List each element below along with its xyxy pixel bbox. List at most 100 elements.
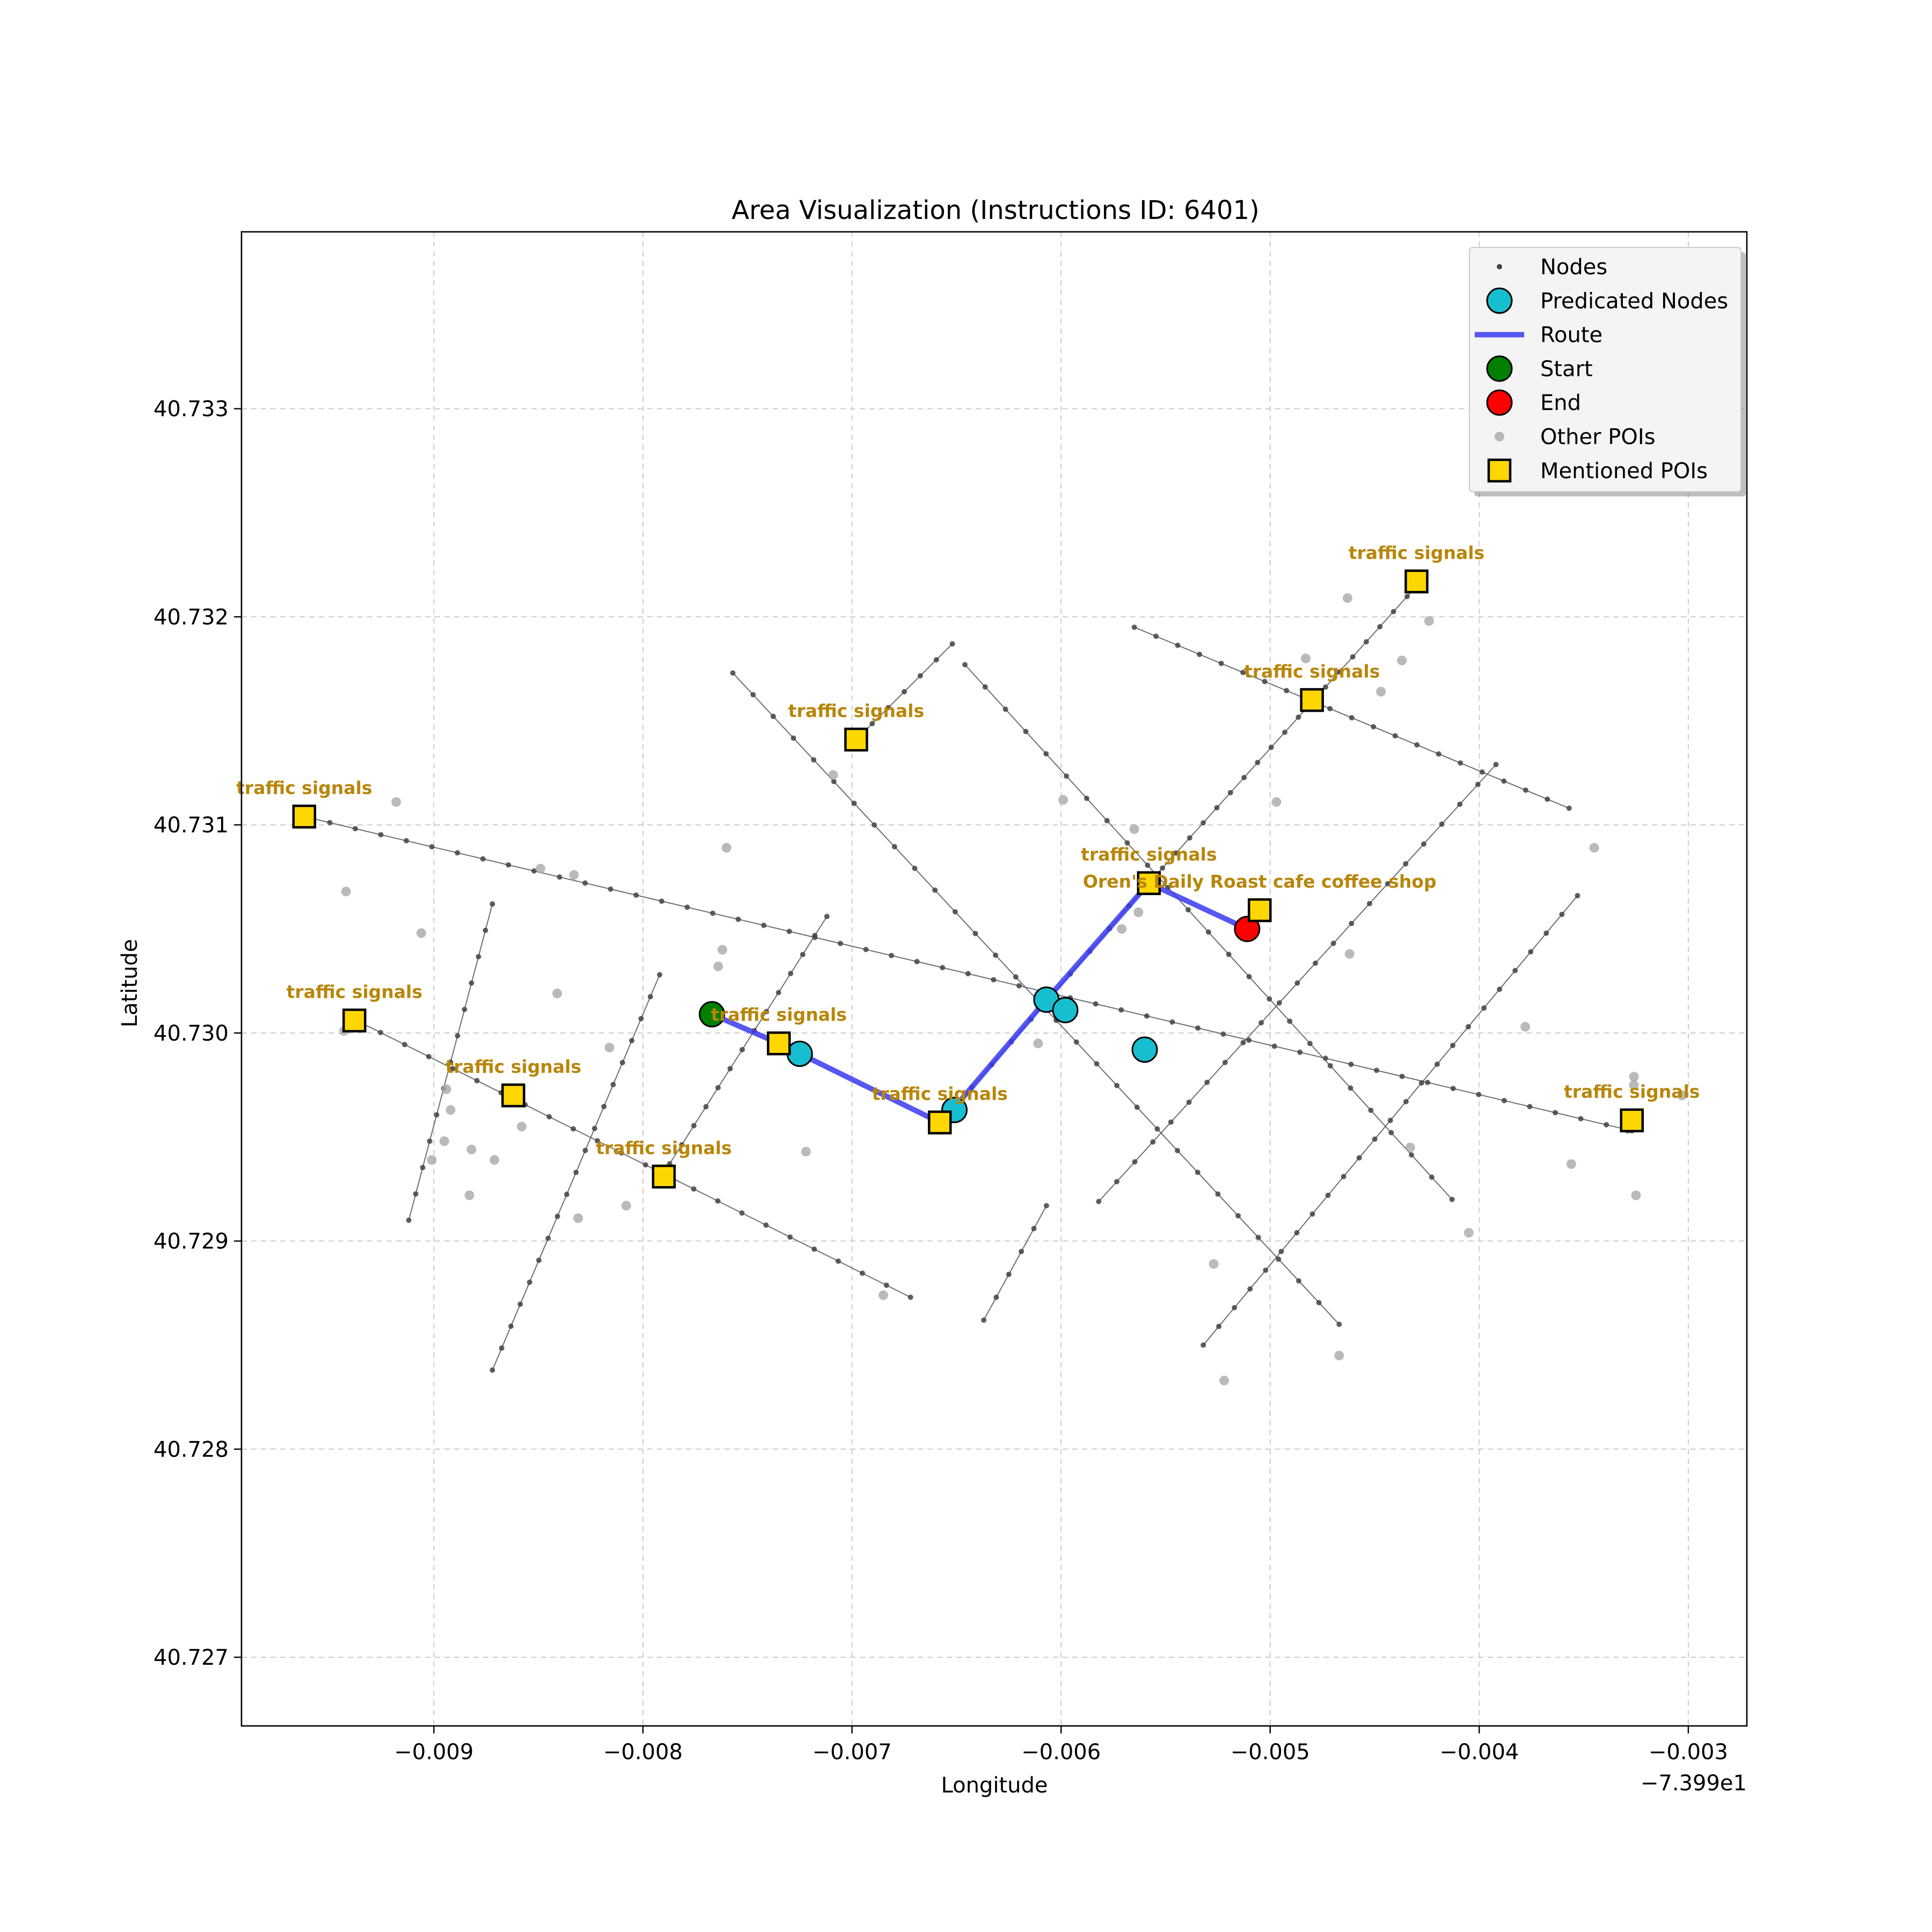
node-point [1296, 714, 1301, 720]
node-point [633, 892, 639, 898]
mentioned-poi-marker [766, 1031, 791, 1056]
node-point [582, 1147, 588, 1153]
node-point [764, 1008, 770, 1014]
node-point [536, 1257, 542, 1263]
node-point [1371, 724, 1377, 730]
node-point [1575, 892, 1580, 898]
node-point [1429, 1174, 1435, 1180]
other-poi-point [718, 945, 728, 955]
node-point [448, 1059, 453, 1065]
node-point [1414, 742, 1420, 748]
end-point [1234, 916, 1261, 942]
legend-circle-marker [1486, 287, 1513, 314]
node-point [1150, 1139, 1156, 1145]
node-point [1476, 1092, 1482, 1097]
node-point [715, 1198, 721, 1204]
node-point [1271, 1043, 1277, 1049]
node-point [883, 1282, 889, 1288]
node-point [647, 994, 653, 1000]
node-point [601, 1103, 607, 1109]
node-point [981, 1317, 987, 1323]
node-point [489, 1367, 495, 1373]
node-point [608, 886, 613, 892]
node-point [462, 1006, 467, 1012]
node-point [1043, 1203, 1049, 1209]
node-point [1205, 929, 1211, 935]
node-point [1543, 930, 1549, 936]
other-poi-point [1334, 1350, 1344, 1360]
node-point [1235, 1213, 1241, 1219]
other-poi-point [536, 863, 546, 874]
x-tick-label: −0.003 [1649, 1740, 1728, 1765]
node-point [1276, 1000, 1282, 1006]
node-point [657, 972, 663, 978]
node-point [1031, 1226, 1037, 1232]
legend: Nodes Predicated Nodes Route Start End Other … [1469, 247, 1746, 496]
node-point [1282, 729, 1288, 735]
node-point [1553, 1110, 1558, 1116]
other-poi-point [1129, 824, 1139, 834]
legend-label: Other POIs [1540, 425, 1656, 450]
node-point [1404, 594, 1410, 599]
node-point [1241, 774, 1247, 780]
node-point [949, 641, 955, 647]
node-point [739, 1210, 745, 1216]
other-poi-point [721, 843, 731, 853]
node-point [1356, 1155, 1362, 1161]
node-point [378, 832, 384, 838]
node-point [775, 990, 781, 996]
node-point [554, 1213, 560, 1219]
legend-box [1469, 247, 1741, 492]
node-point [1349, 715, 1355, 721]
node-point [791, 735, 796, 741]
node-point [1322, 684, 1328, 690]
node-point [1195, 1025, 1201, 1031]
x-tick-label: −0.006 [1021, 1740, 1101, 1765]
node-point [1387, 1117, 1393, 1123]
node-point [1528, 949, 1534, 955]
other-poi-point [552, 989, 562, 999]
node-point [1523, 787, 1528, 793]
other-poi-point [466, 1144, 477, 1154]
other-poi-point [1344, 949, 1355, 959]
legend-other-poi-marker [1495, 431, 1504, 442]
mentioned-poi-label: traffic signals [1244, 661, 1380, 682]
node-point [1296, 1278, 1301, 1284]
node-point [863, 947, 869, 953]
y-tick-label: 40.730 [153, 1021, 229, 1046]
node-point [1604, 1122, 1609, 1128]
node-point [908, 1294, 913, 1300]
node-point [570, 1126, 576, 1132]
node-point [1276, 1256, 1282, 1262]
node-point [1409, 1152, 1415, 1158]
x-tick-label: −0.007 [813, 1740, 892, 1765]
node-point [684, 904, 690, 910]
node-point [1545, 796, 1550, 802]
other-poi-point [489, 1155, 500, 1165]
node-point [691, 1123, 697, 1129]
node-point [811, 757, 817, 763]
mentioned-poi-marker [927, 1110, 952, 1135]
node-point [1458, 760, 1463, 766]
node-point [710, 910, 716, 916]
y-axis: 40.727 40.728 40.729 40.730 40.731 40.732 40.7… [153, 397, 241, 1670]
other-poi-point [1589, 843, 1599, 853]
node-point [434, 1112, 440, 1118]
node-point [889, 953, 895, 958]
node-point [1559, 911, 1565, 917]
node-point [1372, 1136, 1378, 1142]
node-point [761, 923, 767, 928]
node-point [1316, 1300, 1322, 1306]
node-point [1481, 1005, 1487, 1011]
node-point [619, 1059, 625, 1065]
node-point [730, 670, 736, 676]
node-point [1403, 1099, 1409, 1104]
node-point [629, 1038, 635, 1044]
node-point [1131, 624, 1137, 630]
node-point [786, 928, 792, 934]
node-point [1294, 980, 1300, 986]
predicted-node-point [1131, 1036, 1158, 1063]
node-point [917, 673, 923, 679]
node-point [480, 856, 486, 862]
node-point [1263, 1267, 1269, 1273]
